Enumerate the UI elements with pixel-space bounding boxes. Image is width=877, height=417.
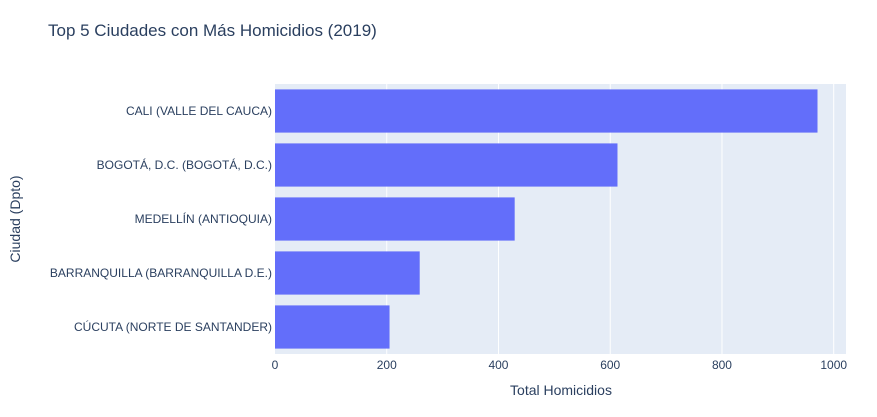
chart-title: Top 5 Ciudades con Más Homicidios (2019) <box>48 21 377 40</box>
x-axis-title: Total Homicidios <box>510 382 612 398</box>
bar <box>275 197 515 241</box>
x-tick-label: 200 <box>377 358 397 372</box>
x-tick-label: 0 <box>272 358 279 372</box>
y-tick-labels: CALI (VALLE DEL CAUCA) BOGOTÁ, D.C. (BOGO… <box>50 104 272 334</box>
y-tick-label: MEDELLÍN (ANTIOQUIA) <box>135 211 272 226</box>
x-tick-label: 400 <box>488 358 508 372</box>
y-tick-label: BOGOTÁ, D.C. (BOGOTÁ, D.C.) <box>97 157 272 172</box>
x-tick-label: 600 <box>600 358 620 372</box>
bar <box>275 305 390 349</box>
x-tick-label: 1000 <box>820 358 847 372</box>
bars <box>275 89 818 349</box>
x-tick-labels: 0 200 400 600 800 1000 <box>272 358 848 372</box>
y-tick-label: CÚCUTA (NORTE DE SANTANDER) <box>74 319 272 334</box>
y-tick-label: CALI (VALLE DEL CAUCA) <box>126 104 272 118</box>
bar <box>275 251 420 295</box>
y-axis-title: Ciudad (Dpto) <box>7 175 23 262</box>
bar <box>275 89 818 133</box>
x-tick-label: 800 <box>712 358 732 372</box>
bar <box>275 143 618 187</box>
y-tick-label: BARRANQUILLA (BARRANQUILLA D.E.) <box>50 266 272 280</box>
